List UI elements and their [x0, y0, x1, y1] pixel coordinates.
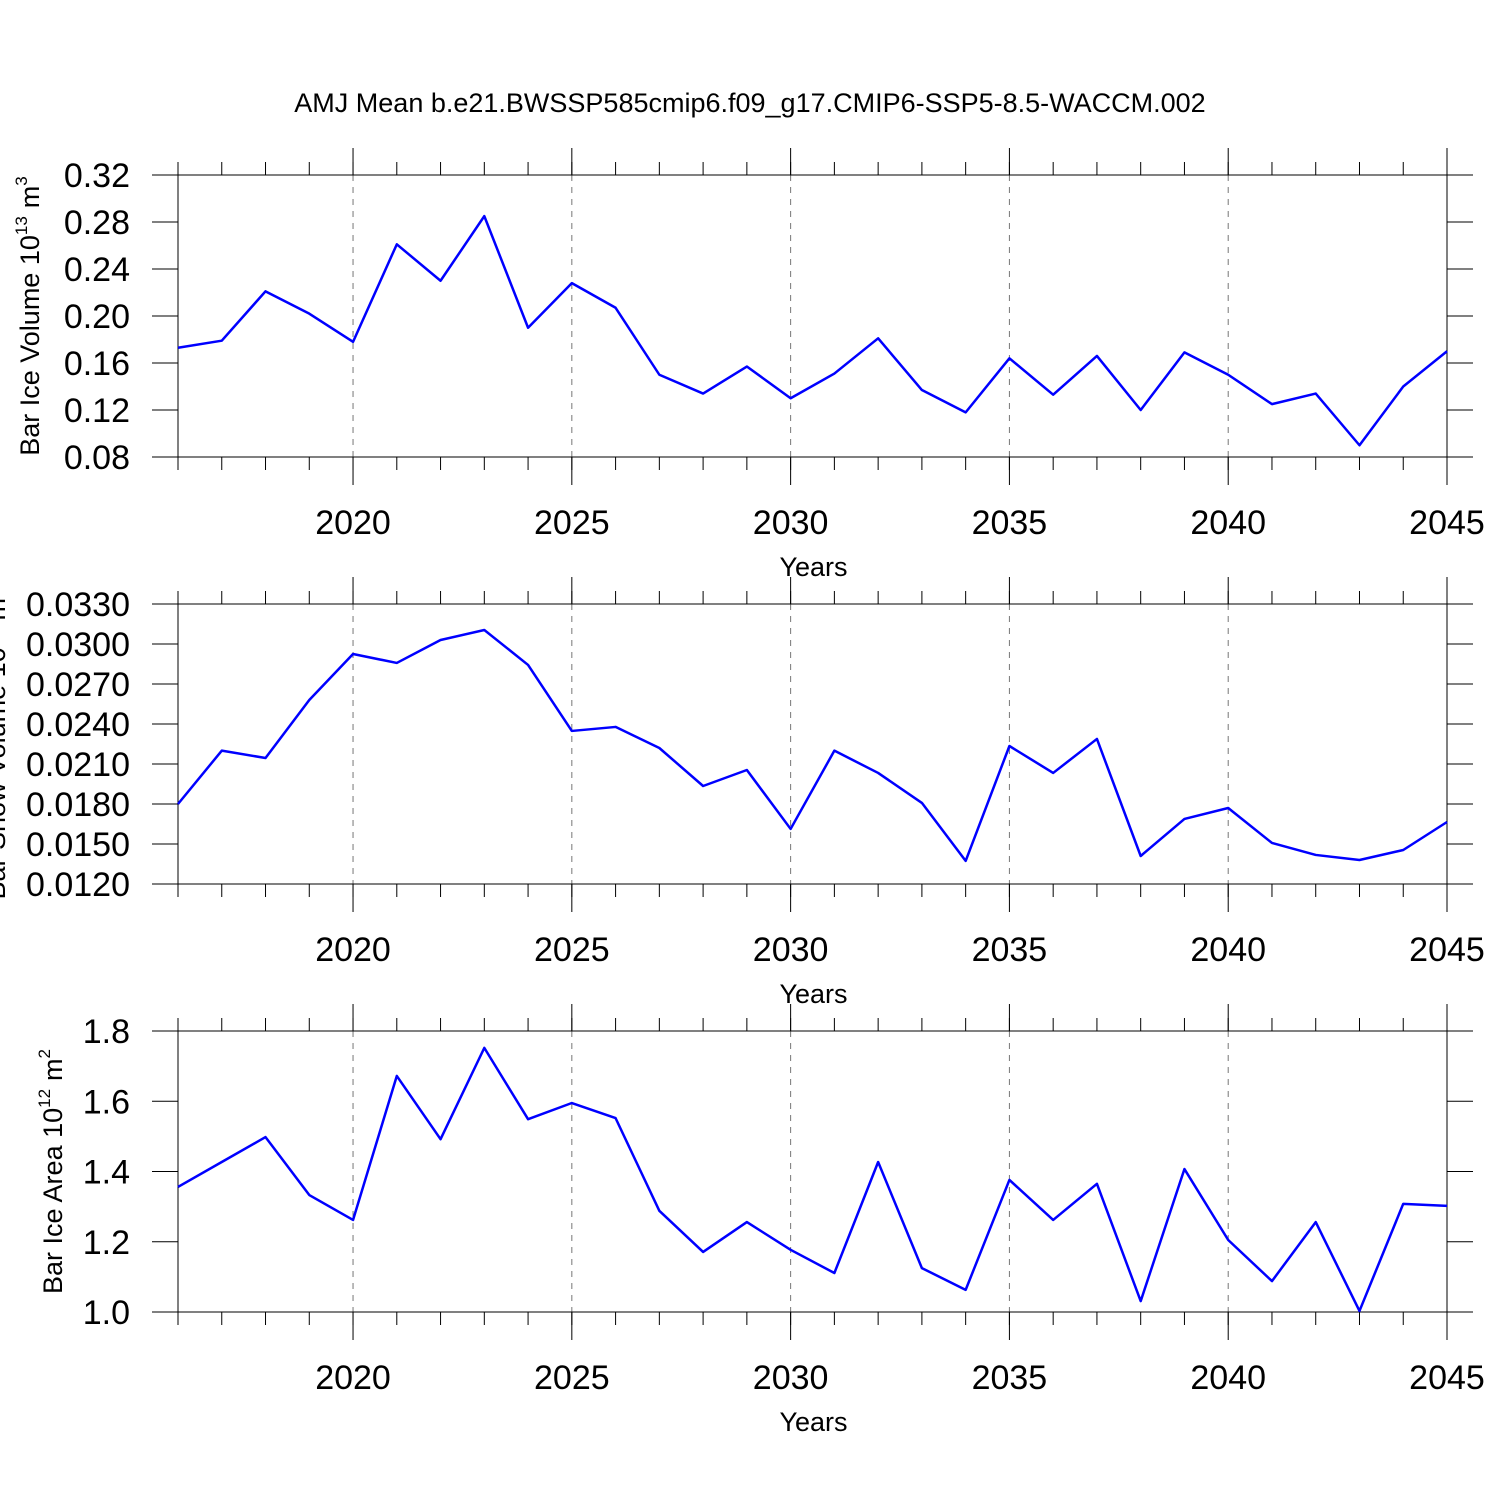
x-axis-label: Years	[779, 552, 847, 582]
plot-frame	[177, 174, 1448, 458]
plot-frame	[177, 1030, 1448, 1313]
x-axis-label: Years	[779, 979, 847, 1009]
y-tick-label: 0.0330	[26, 586, 130, 624]
x-axis-label: Years	[779, 1407, 847, 1437]
x-tick-label: 2045	[1409, 931, 1485, 969]
x-tick-label: 2020	[315, 504, 391, 542]
y-tick-label: 0.0210	[26, 746, 130, 784]
y-tick-label: 0.0300	[26, 626, 130, 664]
plot-frame	[177, 603, 1448, 885]
x-tick-label: 2040	[1190, 931, 1266, 969]
y-tick-label: 0.0120	[26, 866, 130, 904]
x-tick-label: 2030	[753, 1359, 829, 1397]
x-tick-label: 2025	[534, 504, 610, 542]
y-axis-label-exponent: 12	[35, 1089, 54, 1108]
y-axis-label-unit: m	[15, 186, 45, 209]
y-axis-label: Bar Ice Volume 1013 m3	[12, 176, 45, 456]
y-tick-label: 0.0180	[26, 786, 130, 824]
y-tick-label: 1.6	[83, 1083, 130, 1121]
x-tick-label: 2030	[753, 504, 829, 542]
x-tick-label: 2045	[1409, 504, 1485, 542]
y-tick-label: 1.0	[83, 1294, 130, 1332]
x-tick-label: 2020	[315, 931, 391, 969]
x-tick-label: 2030	[753, 931, 829, 969]
x-tick-label: 2035	[972, 504, 1048, 542]
y-tick-label: 0.08	[64, 439, 130, 477]
y-axis-label-text: Bar Ice Area 10	[38, 1108, 68, 1294]
data-line	[177, 214, 1448, 447]
y-axis-label-unit-exponent: 3	[12, 176, 31, 185]
y-tick-label: 1.2	[83, 1224, 130, 1262]
y-axis-label: Bar Ice Area 1012 m2	[35, 1049, 68, 1294]
y-axis-label-unit: m	[38, 1058, 68, 1081]
y-axis-label-unit: m	[0, 598, 11, 621]
y-axis-label-exponent: 13	[12, 216, 31, 235]
data-line	[177, 1046, 1448, 1313]
x-tick-label: 2025	[534, 931, 610, 969]
y-tick-label: 0.20	[64, 298, 130, 336]
y-tick-label: 0.32	[64, 157, 130, 195]
y-tick-label: 0.28	[64, 204, 130, 242]
y-axis-label-unit-exponent: 2	[35, 1049, 54, 1058]
y-tick-label: 0.0270	[26, 666, 130, 704]
y-tick-label: 0.16	[64, 345, 130, 383]
x-tick-label: 2025	[534, 1359, 610, 1397]
y-tick-label: 0.12	[64, 392, 130, 430]
x-tick-label: 2040	[1190, 504, 1266, 542]
figure-title: AMJ Mean b.e21.BWSSP585cmip6.f09_g17.CMI…	[294, 88, 1205, 118]
data-line	[177, 628, 1448, 863]
y-tick-label: 0.0240	[26, 706, 130, 744]
y-axis-label-text: Bar Ice Volume 10	[15, 235, 45, 456]
y-tick-label: 0.24	[64, 251, 130, 289]
y-tick-label: 1.4	[83, 1154, 130, 1192]
y-tick-label: 0.0150	[26, 826, 130, 864]
x-tick-label: 2020	[315, 1359, 391, 1397]
x-tick-label: 2045	[1409, 1359, 1485, 1397]
x-tick-label: 2040	[1190, 1359, 1266, 1397]
y-axis-label: Bar Snow Volume 1013m3	[0, 588, 11, 899]
y-tick-label: 1.8	[83, 1013, 130, 1051]
x-tick-label: 2035	[972, 1359, 1048, 1397]
y-axis-label-text: Bar Snow Volume 10	[0, 647, 11, 899]
x-tick-label: 2035	[972, 931, 1048, 969]
